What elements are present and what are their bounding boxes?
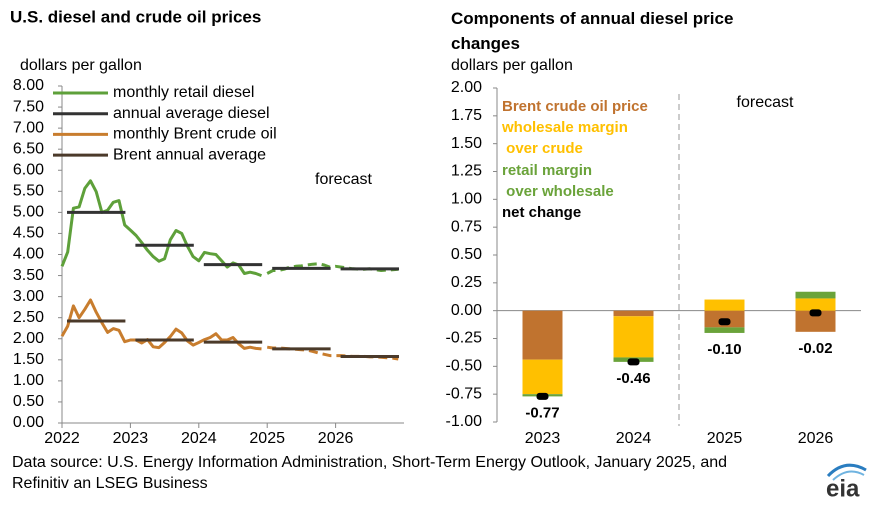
x-tick-label: 2024 (616, 430, 652, 447)
y-tick-label: -0.25 (446, 330, 483, 347)
y-tick-label: 6.00 (13, 161, 44, 178)
net-change-marker (718, 318, 731, 326)
x-tick-label: 2026 (798, 430, 834, 447)
legend-label: monthly retail diesel (113, 84, 254, 101)
x-tick-label: 2023 (525, 430, 561, 447)
x-tick-label: 2023 (113, 430, 149, 447)
bar-segment (795, 298, 836, 311)
x-tick-label: 2026 (318, 430, 354, 447)
y-tick-label: 7.50 (13, 98, 44, 115)
y-tick-label: 1.25 (451, 163, 482, 180)
y-tick-label: 0.00 (451, 302, 482, 319)
y-tick-label: -1.00 (446, 413, 483, 430)
y-tick-label: -0.75 (446, 385, 483, 402)
logo: eia (826, 463, 867, 502)
legend-label: annual average diesel (113, 105, 270, 122)
legend-label: monthly Brent crude oil (113, 126, 277, 143)
y-tick-label: 0.00 (13, 414, 44, 431)
x-tick-label: 2025 (707, 430, 743, 447)
legend-label: Brent annual average (113, 146, 266, 163)
series-line (60, 179, 263, 278)
bar-segment (704, 299, 745, 311)
logo-text: eia (826, 475, 860, 502)
bar-segment (522, 359, 563, 395)
bar-segment (613, 310, 654, 317)
data-label: -0.02 (798, 340, 832, 357)
y-tick-label: 1.00 (13, 372, 44, 389)
y-tick-label: 6.50 (13, 140, 44, 157)
y-tick-label: 5.00 (13, 204, 44, 221)
source-note: Data source: U.S. Energy Information Adm… (12, 454, 728, 492)
y-axis-label: dollars per gallon (451, 57, 573, 74)
bar-segment (613, 316, 654, 358)
y-tick-label: 3.00 (13, 288, 44, 305)
logo-swoosh (832, 470, 865, 481)
x-tick-label: 2022 (44, 430, 80, 447)
y-tick-label: 1.50 (13, 351, 44, 368)
legend-label: Brent crude oil price (502, 98, 648, 115)
legend-label: wholesale margin over crude (502, 119, 628, 158)
y-tick-label: 5.50 (13, 183, 44, 200)
net-change-marker (627, 358, 640, 366)
bar-segment (795, 291, 836, 299)
data-label: -0.46 (616, 370, 650, 387)
y-axis-label: dollars per gallon (20, 57, 142, 74)
y-tick-label: 0.25 (451, 274, 482, 291)
bar-segment (522, 310, 563, 360)
bar-segment (704, 327, 745, 333)
data-label: -0.10 (707, 341, 741, 358)
y-tick-label: 2.00 (451, 79, 482, 96)
y-tick-label: 1.00 (451, 191, 482, 208)
x-tick-label: 2024 (181, 430, 217, 447)
y-tick-label: 0.50 (13, 393, 44, 410)
y-tick-label: 2.50 (13, 309, 44, 326)
y-tick-label: 8.00 (13, 77, 44, 94)
annotation: forecast (737, 94, 794, 111)
y-tick-label: 4.00 (13, 246, 44, 263)
legend: Brent crude oil price wholesale margin ov… (502, 96, 648, 223)
chart-title: U.S. diesel and crude oil prices (10, 7, 261, 26)
logo-swoosh (826, 463, 867, 478)
y-tick-label: 2.00 (13, 330, 44, 347)
y-tick-label: 1.75 (451, 107, 482, 124)
y-tick-label: 7.00 (13, 119, 44, 136)
chart-title: Components of annual diesel price change… (451, 9, 734, 53)
series-line (60, 298, 262, 351)
y-tick-label: 0.50 (451, 246, 482, 263)
annotation: forecast (315, 171, 372, 188)
data-label: -0.77 (525, 404, 559, 421)
net-change-marker (809, 309, 822, 317)
y-tick-label: 4.50 (13, 225, 44, 242)
y-tick-label: -0.50 (446, 358, 483, 375)
y-tick-label: 3.50 (13, 267, 44, 284)
net-change-marker (536, 392, 549, 400)
legend-label: retail margin over wholesale (502, 161, 614, 200)
y-tick-label: 1.50 (451, 135, 482, 152)
y-tick-label: 0.75 (451, 218, 482, 235)
legend-label: net change (502, 204, 582, 222)
bar-segment (795, 310, 836, 332)
x-tick-label: 2025 (249, 430, 285, 447)
